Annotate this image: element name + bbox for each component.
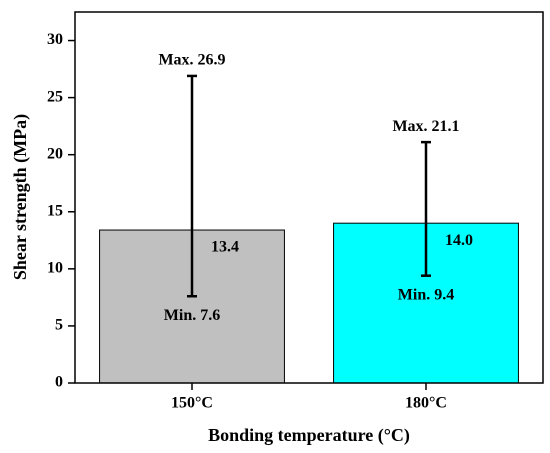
y-tick-label: 15 <box>47 202 63 219</box>
y-tick-label: 30 <box>47 31 63 48</box>
x-tick-label: 180°C <box>405 395 447 412</box>
max-label: Max. 21.1 <box>392 118 459 135</box>
min-label: Min. 9.4 <box>398 286 454 303</box>
min-label: Min. 7.6 <box>164 307 220 324</box>
y-tick-label: 20 <box>47 145 63 162</box>
y-axis-title: Shear strength (MPa) <box>10 114 31 280</box>
value-label: 14.0 <box>445 232 473 249</box>
y-tick-label: 25 <box>47 88 63 105</box>
plot-frame <box>74 11 544 384</box>
y-tick-label: 5 <box>55 317 63 334</box>
y-tick-label: 10 <box>47 260 63 277</box>
x-tick-label: 150°C <box>171 395 213 412</box>
y-tick-label: 0 <box>55 374 63 391</box>
x-axis-title: Bonding temperature (°C) <box>208 425 410 446</box>
value-label: 13.4 <box>211 239 239 256</box>
max-label: Max. 26.9 <box>158 52 225 69</box>
